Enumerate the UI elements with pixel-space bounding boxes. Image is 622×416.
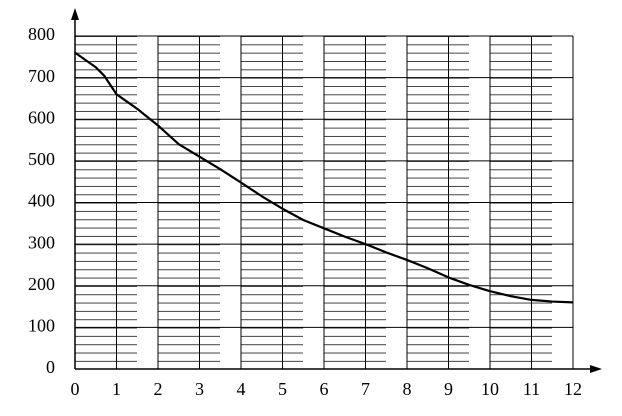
y-tick-label: 500 xyxy=(28,149,55,169)
y-tick-label: 200 xyxy=(28,274,55,294)
y-arrow xyxy=(71,8,79,20)
x-tick-label: 5 xyxy=(278,379,287,399)
y-tick-label: 300 xyxy=(28,232,55,252)
x-tick-label: 9 xyxy=(444,379,453,399)
y-tick-label: 100 xyxy=(28,316,55,336)
x-tick-label: 4 xyxy=(237,379,246,399)
y-tick-label: 400 xyxy=(28,191,55,211)
data-line xyxy=(74,51,574,304)
y-tick-label: 800 xyxy=(28,24,55,44)
x-tick-label: 12 xyxy=(564,379,582,399)
x-tick-label: 6 xyxy=(320,379,329,399)
x-tick-label: 3 xyxy=(195,379,204,399)
x-tick-label: 11 xyxy=(523,379,540,399)
x-tick-label: 8 xyxy=(403,379,412,399)
x-tick-label: 1 xyxy=(112,379,121,399)
y-tick-label: 600 xyxy=(28,107,55,127)
x-tick-label: 0 xyxy=(71,379,80,399)
x-tick-label: 10 xyxy=(481,379,499,399)
y-tick-label: 0 xyxy=(46,357,55,377)
y-tick-label: 700 xyxy=(28,66,55,86)
x-tick-label: 2 xyxy=(154,379,163,399)
x-tick-label: 7 xyxy=(361,379,370,399)
x-arrow xyxy=(590,365,602,373)
